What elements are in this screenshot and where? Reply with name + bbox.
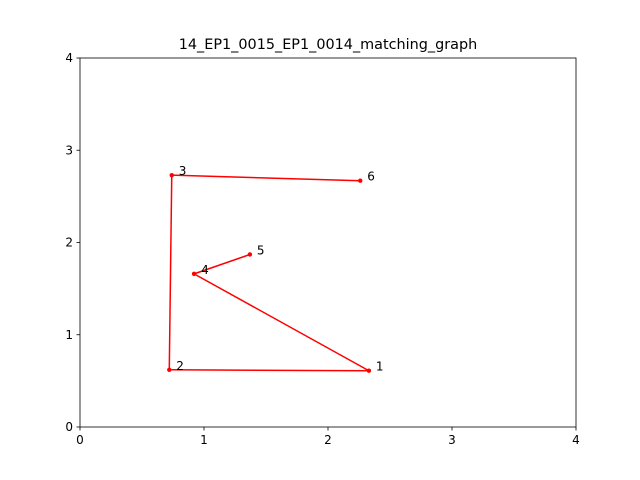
plot-frame: [79, 57, 577, 428]
point-1: [366, 368, 372, 373]
y-tick-label: 0: [65, 420, 73, 434]
axes-layer: 0 1 2 3 4 0 1 2 3 4: [65, 51, 579, 447]
point-6: [358, 178, 363, 183]
edge-3-2: [168, 175, 173, 370]
edges-layer: [168, 174, 370, 372]
point-label-3: 3: [179, 164, 187, 178]
x-tick-label: 0: [76, 433, 84, 447]
point-label-6: 6: [367, 170, 375, 184]
y-tick-label: 2: [65, 236, 73, 250]
point-labels-layer: 1 2 3 4 5 6: [176, 164, 383, 374]
y-tick-label: 1: [65, 328, 73, 342]
x-tick-label: 3: [448, 433, 456, 447]
point-label-2: 2: [176, 359, 184, 373]
point-5: [247, 252, 253, 257]
edge-1-4: [193, 273, 370, 372]
point-2: [167, 367, 172, 373]
y-tick-label: 3: [65, 143, 73, 157]
point-4: [191, 271, 197, 277]
x-tick-label: 1: [200, 433, 208, 447]
y-tick-label: 4: [65, 51, 73, 65]
x-tick-label: 4: [572, 433, 580, 447]
edge-6-3: [171, 174, 361, 182]
x-tick-label: 2: [324, 433, 332, 447]
point-label-5: 5: [257, 243, 265, 257]
point-label-1: 1: [376, 360, 384, 374]
points-layer: [167, 172, 372, 373]
point-label-4: 4: [201, 263, 209, 277]
edge-2-1: [169, 369, 369, 372]
chart-title: 14_EP1_0015_EP1_0014_matching_graph: [179, 37, 477, 53]
edge-4-5: [193, 253, 251, 275]
point-3: [169, 172, 174, 178]
